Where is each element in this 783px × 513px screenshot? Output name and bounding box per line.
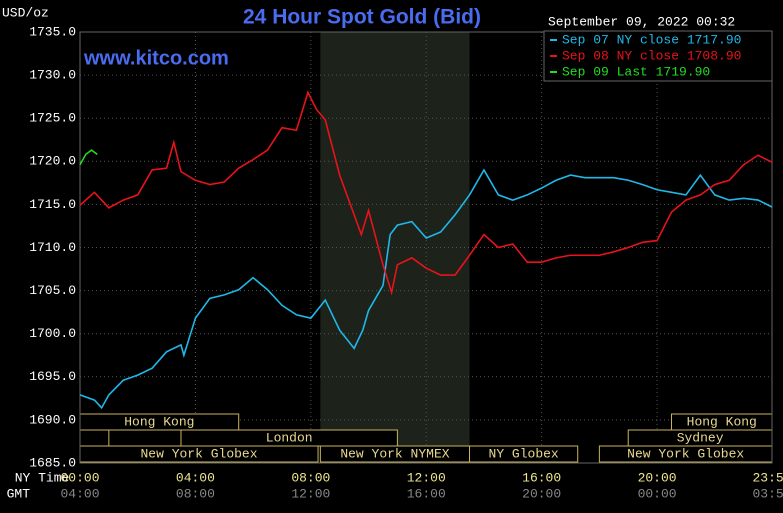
legend-label: Sep 07 NY close 1717.90 bbox=[562, 32, 741, 47]
y-tick-label: 1730.0 bbox=[29, 68, 76, 83]
y-unit: USD/oz bbox=[2, 5, 49, 20]
x2-tick-label: 16:00 bbox=[407, 486, 446, 501]
x2-tick-label: 12:00 bbox=[291, 486, 330, 501]
legend-label: Sep 08 NY close 1708.90 bbox=[562, 48, 741, 63]
legend-box bbox=[543, 30, 773, 82]
y-tick-label: 1685.0 bbox=[29, 455, 76, 470]
watermark: www.kitco.com bbox=[83, 47, 229, 69]
session-label: Hong Kong bbox=[124, 414, 194, 429]
session-label: Hong Kong bbox=[687, 414, 757, 429]
series-line bbox=[79, 149, 98, 166]
y-tick-label: 1725.0 bbox=[29, 111, 76, 126]
x-tick-label: 12:00 bbox=[407, 470, 446, 485]
plot-frame bbox=[79, 31, 773, 464]
x2-tick-label: 00:00 bbox=[638, 486, 677, 501]
y-tick-label: 1705.0 bbox=[29, 283, 76, 298]
session-label: NY Globex bbox=[489, 446, 559, 461]
x-tick-label: 00:00 bbox=[60, 470, 99, 485]
x2-tick-label: 04:00 bbox=[60, 486, 99, 501]
series-line bbox=[79, 90, 773, 296]
x-row-label: NY Time bbox=[15, 470, 70, 485]
x-tick-label: 16:00 bbox=[522, 470, 561, 485]
session-label: London bbox=[266, 430, 313, 445]
y-tick-label: 1695.0 bbox=[29, 369, 76, 384]
x2-row-label: GMT bbox=[7, 486, 31, 501]
session-box bbox=[469, 445, 579, 463]
session-label: New York NYMEX bbox=[340, 446, 449, 461]
x2-tick-label: 20:00 bbox=[522, 486, 561, 501]
y-tick-label: 1735.0 bbox=[29, 24, 76, 39]
legend-label: Sep 09 Last 1719.90 bbox=[562, 64, 710, 79]
y-tick-label: 1715.0 bbox=[29, 197, 76, 212]
session-label: New York Globex bbox=[141, 446, 258, 461]
timestamp: September 09, 2022 00:32 bbox=[548, 14, 735, 29]
session-label: Sydney bbox=[677, 430, 724, 445]
session-box bbox=[79, 429, 110, 447]
x2-tick-label: 03:59 bbox=[752, 486, 783, 501]
x-tick-label: 20:00 bbox=[638, 470, 677, 485]
x-tick-label: 08:00 bbox=[291, 470, 330, 485]
chart-title: 24 Hour Spot Gold (Bid) bbox=[243, 6, 481, 29]
series-line bbox=[79, 168, 773, 410]
session-label: New York Globex bbox=[627, 446, 744, 461]
x-tick-label: 04:00 bbox=[176, 470, 215, 485]
y-tick-label: 1700.0 bbox=[29, 326, 76, 341]
session-shade bbox=[320, 32, 470, 463]
x-tick-label: 23:59 bbox=[752, 470, 783, 485]
y-tick-label: 1710.0 bbox=[29, 240, 76, 255]
y-tick-label: 1720.0 bbox=[29, 154, 76, 169]
y-tick-label: 1690.0 bbox=[29, 412, 76, 427]
x2-tick-label: 08:00 bbox=[176, 486, 215, 501]
